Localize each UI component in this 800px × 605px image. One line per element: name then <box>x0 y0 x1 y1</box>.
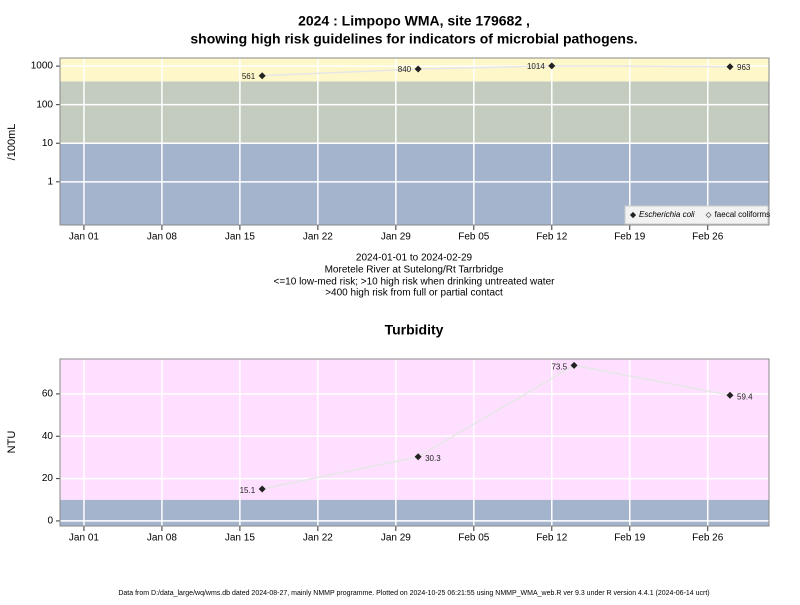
y-tick-label: 1000 <box>31 61 54 72</box>
caption: >400 high risk from full or partial cont… <box>325 288 503 299</box>
x-tick-label: Feb 19 <box>614 232 646 243</box>
y-tick-label: 60 <box>42 389 54 400</box>
y-tick-label: 20 <box>42 473 54 484</box>
x-tick-label: Feb 26 <box>692 533 724 544</box>
x-tick-label: Feb 12 <box>536 232 568 243</box>
x-tick-label: Jan 15 <box>225 533 255 544</box>
x-tick-label: Jan 08 <box>147 232 177 243</box>
point <box>548 62 556 70</box>
x-tick-label: Jan 22 <box>303 533 333 544</box>
y-tick-label: 1 <box>47 176 53 187</box>
y-tick-label: 40 <box>42 431 54 442</box>
x-tick-label: Jan 01 <box>69 533 99 544</box>
value-label: 1014 <box>527 62 545 71</box>
value-label: 15.1 <box>240 486 256 495</box>
value-label: 963 <box>737 63 751 72</box>
value-label: 59.4 <box>737 392 753 401</box>
plot-frame <box>59 358 770 527</box>
chart-title: showing high risk guidelines for indicat… <box>190 31 637 47</box>
point <box>414 453 422 461</box>
risk-band <box>60 359 769 500</box>
x-tick-label: Feb 12 <box>536 533 568 544</box>
plot-frame <box>59 57 770 226</box>
x-tick-label: Feb 05 <box>458 232 490 243</box>
x-tick-label: Feb 19 <box>614 533 646 544</box>
point <box>570 361 578 369</box>
point <box>726 391 734 399</box>
x-tick-label: Jan 08 <box>147 533 177 544</box>
value-label: 840 <box>398 65 412 74</box>
y-tick-label: 0 <box>47 516 53 527</box>
x-tick-label: Feb 26 <box>692 232 724 243</box>
value-label: 73.5 <box>551 362 567 371</box>
x-tick-label: Jan 29 <box>381 533 411 544</box>
footer: Data from D:/data_large/wq/wms.db dated … <box>118 590 709 597</box>
chart-title: Turbidity <box>385 322 444 338</box>
chart-title: 2024 : Limpopo WMA, site 179682 , <box>298 13 530 29</box>
series-line <box>262 65 731 77</box>
point <box>414 65 422 73</box>
caption: 2024-01-01 to 2024-02-29 <box>356 253 473 264</box>
y-axis-label: /100mL <box>6 124 18 161</box>
caption: <=10 low-med risk; >10 high risk when dr… <box>274 277 556 288</box>
legend-label: faecal coliforms <box>715 210 771 219</box>
point <box>258 72 266 80</box>
risk-band <box>60 499 769 526</box>
y-tick-label: 100 <box>36 99 53 110</box>
x-tick-label: Jan 01 <box>69 232 99 243</box>
caption: Moretele River at Sutelong/Rt Tarrbridge <box>325 265 504 276</box>
y-axis-label: NTU <box>6 431 18 454</box>
y-tick-label: 10 <box>42 138 54 149</box>
point <box>258 485 266 493</box>
legend-marker <box>705 211 712 219</box>
x-tick-label: Jan 22 <box>303 232 333 243</box>
legend-marker <box>629 211 637 219</box>
series-line <box>262 364 731 490</box>
legend-box <box>624 205 769 225</box>
risk-band <box>60 81 769 144</box>
value-label: 30.3 <box>425 454 441 463</box>
x-tick-label: Jan 15 <box>225 232 255 243</box>
x-tick-label: Jan 29 <box>381 232 411 243</box>
x-tick-label: Feb 05 <box>458 533 490 544</box>
legend-label: Escherichia coli <box>639 210 695 219</box>
point <box>726 63 734 71</box>
value-label: 561 <box>242 72 256 81</box>
